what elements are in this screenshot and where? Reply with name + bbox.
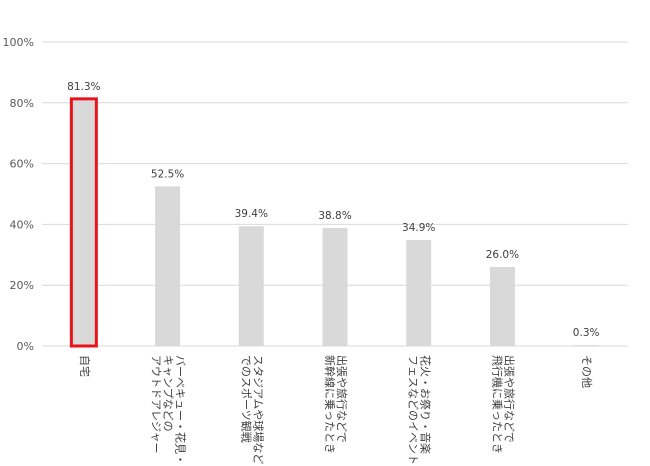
category-label: フェスなどのイベント	[407, 355, 420, 465]
gridlines	[42, 41, 628, 347]
category-label: 出張や旅行などで	[335, 355, 349, 443]
category-label: でのスポーツ観戦	[239, 355, 253, 443]
category-label: スタジアムや球場など	[251, 355, 265, 464]
bar	[489, 266, 515, 346]
category-label: アウトドアレジャー	[150, 355, 163, 453]
y-tick-label: 0%	[17, 340, 34, 353]
data-label: 34.9%	[402, 222, 435, 234]
category-label: 出張や旅行などで	[502, 355, 516, 443]
bars	[69, 97, 599, 348]
data-label: 81.3%	[67, 81, 100, 93]
y-tick-label: 80%	[10, 97, 34, 110]
category-label: 花火・お祭り・音楽	[419, 355, 433, 454]
category-label: キャンプなどの	[162, 355, 175, 432]
y-tick-label: 100%	[3, 36, 34, 49]
data-label: 52.5%	[151, 168, 184, 180]
category-label: バーベキュー・花見・	[174, 355, 187, 465]
bar	[322, 228, 348, 346]
y-tick-label: 20%	[10, 279, 34, 292]
y-tick-label: 60%	[10, 158, 34, 171]
data-label: 39.4%	[235, 208, 268, 220]
category-label: 飛行機に乗ったとき	[490, 355, 504, 454]
category-label: 新幹線に乗ったとき	[323, 355, 337, 454]
bar	[406, 239, 432, 346]
bar	[155, 186, 181, 346]
bar	[238, 226, 264, 346]
bar	[573, 345, 599, 346]
bar-highlighted	[69, 97, 98, 348]
y-axis-tick-labels: 0% 20% 40% 60% 80% 100%	[3, 36, 34, 353]
data-label: 26.0%	[486, 249, 519, 261]
category-label: その他	[580, 355, 593, 388]
data-label: 0.3%	[573, 327, 600, 339]
category-label: 自宅	[78, 355, 92, 377]
data-labels: 81.3% 52.5% 39.4% 38.8% 34.9% 26.0% 0.3%	[67, 81, 599, 339]
data-label: 38.8%	[318, 210, 351, 222]
y-tick-label: 40%	[10, 218, 34, 231]
